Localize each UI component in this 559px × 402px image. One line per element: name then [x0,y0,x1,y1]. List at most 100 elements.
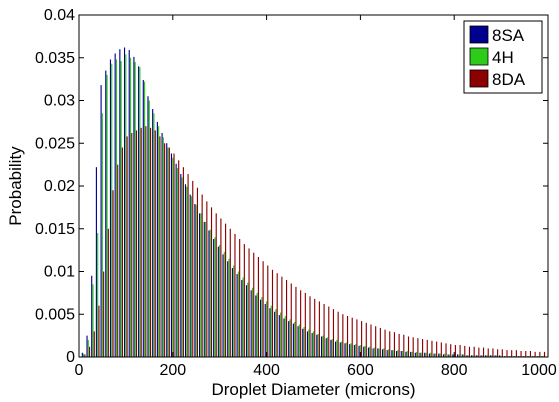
legend-swatch-4h [469,47,489,66]
bar-8da-360 [248,248,250,357]
bar-4h-170 [158,126,160,358]
bar-8sa-340 [236,274,238,357]
bar-4h-130 [139,67,141,357]
bar-8sa-590 [353,345,355,357]
bar-4h-240 [190,196,193,357]
bar-4h-590 [355,344,357,357]
bar-8sa-750 [428,353,430,357]
bar-8sa-740 [424,352,426,357]
bar-8da-700 [407,336,410,357]
bar-8sa-40 [95,167,97,357]
bar-8da-970 [534,351,536,357]
bar-4h-460 [294,321,296,357]
bar-8sa-300 [217,246,219,357]
bar-8da-530 [328,306,330,357]
bar-8da-910 [506,350,508,357]
bar-4h-230 [186,186,188,357]
bar-8sa-120 [133,56,135,358]
bar-4h-740 [425,352,427,357]
bar-8sa-410 [269,308,271,357]
bar-4h-640 [378,348,380,357]
bar-8da-550 [337,311,339,357]
bar-8da-770 [440,342,442,357]
bar-8sa-790 [447,354,449,357]
bars-layer [81,47,546,358]
bar-8da-220 [182,167,184,357]
y-tick-label-0.03: 0.03 [44,93,75,110]
bar-8sa-240 [189,194,191,357]
bar-4h-820 [462,354,465,357]
bar-8da-460 [295,286,297,357]
bar-4h-270 [204,221,207,357]
bar-8sa-540 [330,339,332,357]
bar-8sa-370 [250,290,252,357]
bar-4h-630 [373,347,375,357]
bar-4h-110 [129,57,132,357]
bar-8sa-130 [138,66,140,358]
y-tick-label-0.04: 0.04 [44,7,75,24]
bar-8sa-600 [358,345,360,357]
bar-8da-250 [196,187,199,357]
bar-8sa-890 [494,355,496,357]
bar-8da-670 [393,332,395,357]
y-tick-label-0.02: 0.02 [44,178,75,195]
bar-4h-730 [420,352,422,357]
x-tick-label-600: 600 [347,362,374,379]
bar-4h-440 [284,315,286,357]
bar-4h-50 [101,113,103,357]
bar-4h-430 [280,312,282,357]
x-tick-label-0: 0 [75,362,84,379]
bar-4h-680 [397,350,399,357]
x-axis-label: Droplet Diameter (microns) [211,380,415,399]
bar-8sa-460 [292,323,294,357]
bar-8da-600 [361,321,363,357]
bar-8sa-390 [259,299,262,357]
bar-8da-940 [520,351,522,357]
bar-4h-390 [261,297,263,357]
bar-4h-550 [336,339,338,357]
bar-8sa-530 [325,338,327,357]
bar-8sa-250 [194,203,196,357]
bar-8da-850 [478,347,480,357]
bar-4h-250 [195,204,197,357]
bar-8sa-860 [480,355,482,357]
bar-4h-190 [167,147,169,357]
bar-8sa-150 [147,96,149,357]
bar-4h-770 [439,353,441,357]
bar-4h-470 [298,324,300,357]
bar-8da-400 [267,265,269,357]
legend-label-8da: 8DA [492,70,526,89]
bar-8da-110 [131,132,133,357]
bar-8sa-70 [109,59,112,358]
bar-8da-890 [497,349,499,357]
bar-8sa-660 [386,350,388,357]
bar-8da-140 [145,126,147,358]
bar-8sa-360 [245,285,248,357]
legend: 8SA 4H 8DA [463,20,543,94]
bar-8sa-640 [377,348,379,357]
bar-8sa-430 [278,315,280,357]
bar-4h-340 [237,271,239,357]
bar-4h-650 [383,348,385,357]
bar-8da-710 [412,337,414,357]
legend-label-8sa: 8SA [492,26,525,45]
bar-8sa-230 [184,184,187,357]
bar-8sa-60 [105,70,107,357]
x-tick-label-800: 800 [441,362,468,379]
bar-4h-600 [359,345,361,357]
bar-8sa-720 [414,352,416,357]
bar-8sa-670 [391,350,393,357]
bar-8sa-810 [456,354,459,357]
bar-4h-220 [181,177,183,357]
bar-8da-560 [342,314,344,357]
bar-8sa-290 [213,239,215,357]
bar-8sa-260 [199,213,201,357]
bar-4h-120 [134,62,136,358]
bar-8sa-10 [81,352,83,357]
bar-4h-420 [275,309,277,357]
bar-4h-620 [369,346,371,357]
bar-8sa-450 [288,321,290,357]
bar-4h-280 [209,229,211,357]
bar-4h-40 [97,233,99,357]
y-tick-label-0.015: 0.015 [35,221,75,238]
